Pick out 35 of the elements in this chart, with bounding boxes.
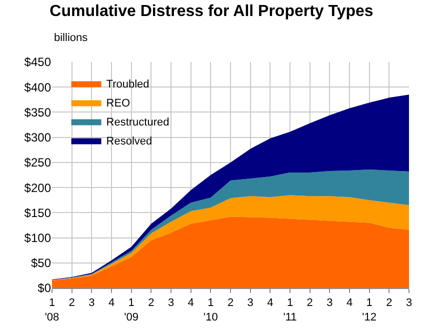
x-tick-label: 3 bbox=[326, 297, 333, 310]
x-tick-label: 4 bbox=[346, 297, 353, 310]
x-tick-label: 2 bbox=[227, 297, 234, 310]
legend-label: Resolved bbox=[106, 136, 152, 148]
y-tick-label: $300 bbox=[24, 130, 52, 145]
x-tick-label: 2 bbox=[386, 297, 392, 310]
y-tick-label: $0 bbox=[38, 281, 52, 296]
y-tick-label: $100 bbox=[24, 230, 52, 245]
legend-label: REO bbox=[106, 98, 131, 110]
x-tick-label: 3 bbox=[88, 297, 95, 310]
x-tick-label: 3 bbox=[168, 297, 174, 310]
x-tick-label: 2 bbox=[148, 297, 154, 310]
x-tick-label: 1 '11 bbox=[283, 297, 297, 324]
y-tick-label: $50 bbox=[30, 256, 52, 270]
legend-label: Troubled bbox=[106, 78, 150, 91]
y-tick-label: $250 bbox=[24, 156, 52, 170]
x-tick-label: 2 bbox=[68, 297, 75, 310]
y-axis-title: billions bbox=[54, 32, 88, 44]
legend-label: Restructured bbox=[106, 116, 170, 129]
x-tick-label: 4 bbox=[267, 297, 274, 310]
y-tick-label: $400 bbox=[24, 80, 52, 94]
x-tick-label: 3 bbox=[247, 297, 254, 310]
x-tick-label: 4 bbox=[188, 297, 194, 310]
y-tick-label: $200 bbox=[24, 180, 52, 195]
x-tick-label: 2 bbox=[306, 297, 313, 310]
y-tick-label: $150 bbox=[24, 206, 52, 220]
x-tick-label: 1 '09 bbox=[124, 297, 138, 324]
x-tick-label: 4 bbox=[108, 297, 115, 310]
x-tick-label: 1 '10 bbox=[204, 297, 218, 324]
chart-title: Cumulative Distress for All Property Types bbox=[50, 3, 374, 20]
x-tick-label: 3 bbox=[406, 297, 412, 310]
x-tick-label: 1 '08 bbox=[44, 297, 60, 324]
y-tick-label: $350 bbox=[24, 105, 52, 120]
y-tick-label: $450 bbox=[24, 55, 52, 70]
x-tick-label: 1 '12 bbox=[362, 297, 376, 324]
